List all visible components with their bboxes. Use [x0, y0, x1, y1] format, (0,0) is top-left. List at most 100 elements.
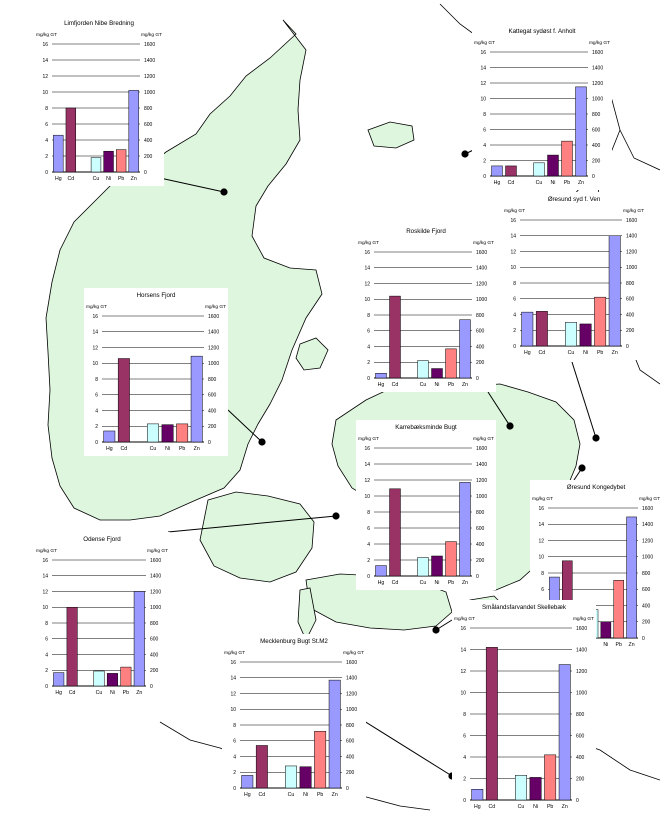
right-tick-label: 800	[592, 112, 601, 118]
category-label: Ni	[435, 382, 440, 388]
bar-hg	[53, 672, 65, 687]
right-tick-label: 1400	[476, 266, 487, 272]
right-tick-label: 800	[476, 510, 485, 516]
leader-line-4	[227, 409, 263, 443]
category-label: Zn	[462, 580, 468, 586]
site-marker-2	[592, 434, 600, 442]
category-label: Hg	[55, 690, 62, 696]
left-tick-label: 4	[45, 652, 48, 658]
right-tick-label: 1600	[208, 314, 219, 320]
left-tick-label: 4	[513, 312, 516, 318]
bar-ni	[579, 323, 592, 347]
chart-panel-9: Smålandsfarvandet Skellebæk mg/kg GT mg/kg…	[452, 600, 596, 814]
leader-line-3	[487, 391, 511, 427]
left-tick-label: 10	[460, 690, 466, 696]
bar-ni	[106, 673, 118, 687]
right-tick-label: 0	[208, 440, 211, 446]
left-tick-label: 2	[95, 424, 98, 430]
right-tick-label: 200	[592, 158, 601, 164]
right-tick-label: 800	[476, 313, 485, 319]
left-tick-label: 6	[483, 127, 486, 133]
right-tick-label: 1400	[476, 462, 487, 468]
right-axis-unit: mg/kg GT	[623, 208, 644, 214]
right-tick-label: 1600	[642, 506, 653, 512]
right-tick-label: 1400	[626, 234, 637, 240]
left-tick-label: 2	[367, 360, 370, 366]
left-tick-label: 2	[483, 158, 486, 164]
category-label: Ni	[303, 792, 308, 798]
left-tick-label: 8	[45, 621, 48, 627]
bar-zn	[626, 516, 637, 639]
right-tick-label: 200	[476, 558, 485, 564]
left-tick-label: 16	[480, 50, 486, 56]
bar-hg	[375, 373, 387, 379]
right-tick-label: 400	[642, 603, 651, 609]
bar-hg	[491, 165, 503, 177]
left-tick-label: 14	[364, 462, 370, 468]
right-tick-label: 1000	[576, 690, 587, 696]
left-tick-label: 10	[92, 361, 98, 367]
right-tick-label: 1200	[642, 538, 653, 544]
left-tick-label: 2	[513, 328, 516, 334]
left-tick-label: 12	[42, 74, 48, 80]
left-tick-label: 2	[233, 770, 236, 776]
right-tick-label: 400	[576, 755, 585, 761]
category-label: Ni	[106, 176, 111, 182]
right-tick-label: 200	[642, 620, 651, 626]
leader-line-2	[571, 361, 597, 439]
right-axis-unit: mg/kg GT	[343, 650, 364, 656]
right-tick-label: 400	[476, 344, 485, 350]
left-axis-unit: mg/kg GT	[36, 548, 57, 554]
left-tick-label: 14	[480, 65, 486, 71]
bar-cu	[417, 360, 429, 379]
land-langeland	[297, 587, 317, 641]
category-label: Hg	[474, 804, 481, 810]
category-label: Hg	[378, 580, 385, 586]
left-tick-label: 10	[230, 707, 236, 713]
left-tick-label: 8	[483, 112, 486, 118]
right-axis-unit: mg/kg GT	[573, 616, 594, 622]
bar-hg	[521, 311, 534, 347]
category-label: Zn	[462, 382, 468, 388]
right-tick-label: 200	[144, 154, 153, 160]
left-tick-label: 2	[463, 776, 466, 782]
right-tick-label: 0	[626, 344, 629, 350]
right-tick-label: 800	[346, 723, 355, 729]
right-axis-unit: mg/kg GT	[147, 548, 168, 554]
site-marker-3	[506, 422, 514, 430]
left-tick-label: 12	[538, 538, 544, 544]
bar-ni	[431, 368, 443, 379]
category-label: Ni	[551, 180, 556, 186]
bar-cd	[485, 647, 498, 801]
left-tick-label: 12	[480, 81, 486, 87]
bar-hg	[471, 789, 484, 801]
left-tick-label: 10	[480, 96, 486, 102]
right-tick-label: 1600	[476, 250, 487, 256]
left-axis-unit: mg/kg GT	[454, 616, 475, 622]
left-tick-label: 6	[541, 587, 544, 593]
bar-cu	[147, 423, 159, 443]
right-tick-label: 400	[592, 143, 601, 149]
category-label: Cu	[420, 580, 427, 586]
right-axis-unit: mg/kg GT	[473, 436, 494, 442]
left-tick-label: 12	[92, 345, 98, 351]
category-label: Cd	[68, 176, 75, 182]
left-tick-label: 12	[230, 691, 236, 697]
bar-cd	[535, 311, 548, 347]
left-tick-label: 0	[367, 376, 370, 382]
category-label: Hg	[55, 176, 62, 182]
chart-title: Øresund Kongedybet	[567, 484, 626, 491]
category-label: Pb	[317, 792, 323, 798]
right-tick-label: 800	[144, 106, 153, 112]
right-tick-label: 600	[576, 733, 585, 739]
right-tick-label: 200	[476, 360, 485, 366]
left-tick-label: 4	[367, 344, 370, 350]
chart-title: Øresund syd f. Ven	[548, 196, 601, 203]
right-tick-label: 0	[346, 786, 349, 792]
left-tick-label: 6	[367, 526, 370, 532]
right-tick-label: 600	[476, 526, 485, 532]
bar-pb	[544, 754, 557, 801]
category-label: Hg	[524, 350, 531, 356]
left-tick-label: 0	[367, 574, 370, 580]
chart-panel-2: Øresund syd f. Ven mg/kg GT mg/kg GT 0 0 2 200…	[502, 192, 646, 360]
